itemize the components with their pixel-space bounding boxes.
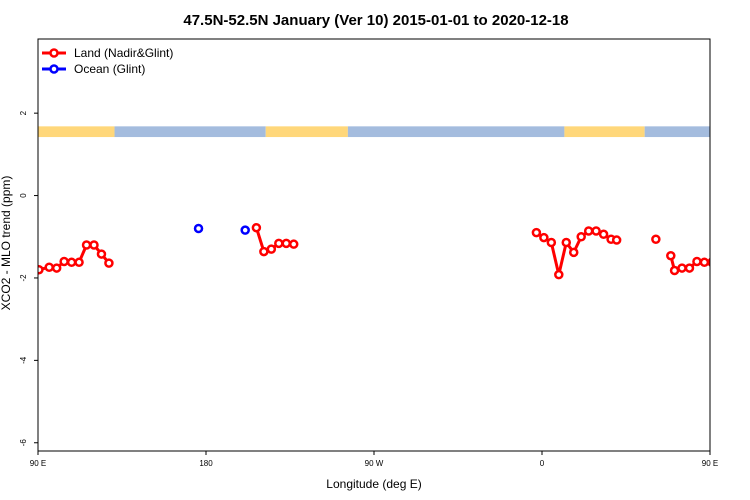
land-data-point (611, 235, 622, 245)
land-data-point (546, 237, 557, 248)
band-land-segment (38, 126, 115, 138)
land-data-point (677, 263, 687, 273)
ocean-legend-marker (49, 64, 59, 74)
land-data-point (598, 229, 609, 240)
land-data-point (266, 244, 277, 254)
y-axis-label: XCO2 - MLO trend (ppm) (0, 176, 13, 311)
land-data-point (288, 239, 299, 249)
land-data-point (251, 222, 262, 233)
land-data-point (96, 249, 107, 259)
land-data-point (281, 238, 292, 249)
series-layer (38, 222, 745, 280)
land-data-point (684, 263, 695, 273)
y-tick-label: 2 (19, 110, 28, 115)
land-legend-label: Land (Nadir&Glint) (74, 46, 173, 60)
chart-title: 47.5N-52.5N January (Ver 10) 2015-01-01 … (183, 12, 568, 29)
land-data-point (74, 257, 84, 268)
land-data-point (651, 234, 661, 244)
band-land-segment (265, 126, 348, 138)
y-tick-label: -4 (19, 356, 28, 364)
land-data-point (561, 237, 572, 248)
land-data-point (666, 250, 676, 261)
land-data-point (716, 242, 723, 249)
land-data-point (731, 251, 738, 258)
band-ocean-segment (347, 126, 565, 138)
land-data-point (699, 257, 710, 268)
land-sea-band (38, 126, 710, 138)
land-data-point (576, 232, 586, 242)
land-data-point (539, 232, 549, 243)
land-data-point (81, 240, 92, 250)
band-land-segment (564, 126, 645, 138)
x-tick-label: 0 (540, 459, 545, 468)
land-data-point (531, 227, 542, 238)
land-data-point (66, 257, 77, 268)
land-data-point (568, 247, 579, 258)
y-axis: 2 0 -2 -4 -6 (19, 110, 38, 446)
ocean-data-point (193, 223, 204, 234)
land-data-point (274, 238, 284, 249)
x-axis-label: Longitude (deg E) (326, 477, 421, 491)
x-axis: 90 E 180 90 W 0 90 E (30, 451, 718, 468)
land-data-point (51, 263, 62, 273)
ocean-data-point (240, 225, 250, 235)
legend: Land (Nadir&Glint) Ocean (Glint) (42, 46, 173, 76)
land-data-point (44, 262, 54, 272)
band-ocean-segment (114, 126, 266, 138)
x-tick-label: 180 (199, 459, 213, 468)
band-ocean-segment (644, 126, 710, 138)
y-tick-label: 0 (19, 193, 28, 198)
land-data-point (692, 256, 702, 267)
land-data-point (591, 226, 601, 236)
y-tick-label: -2 (19, 274, 28, 282)
land-data-point (259, 246, 269, 257)
y-tick-label: -6 (19, 439, 28, 447)
x-tick-label: 90 W (365, 459, 384, 468)
land-data-point (89, 240, 99, 250)
land-data-point (738, 260, 745, 267)
land-data-point (669, 265, 680, 276)
x-tick-label: 90 E (30, 459, 46, 468)
land-data-point (723, 242, 730, 249)
plot-frame (37, 38, 711, 452)
land-data-point (104, 258, 114, 268)
land-data-point (707, 257, 710, 267)
land-data-point (59, 256, 69, 267)
land-data-point (554, 269, 564, 280)
land-data-point (38, 264, 44, 275)
x-tick-label: 90 E (702, 459, 718, 468)
land-legend-marker (49, 48, 59, 58)
ocean-legend-label: Ocean (Glint) (74, 62, 145, 76)
land-data-point (583, 226, 594, 236)
